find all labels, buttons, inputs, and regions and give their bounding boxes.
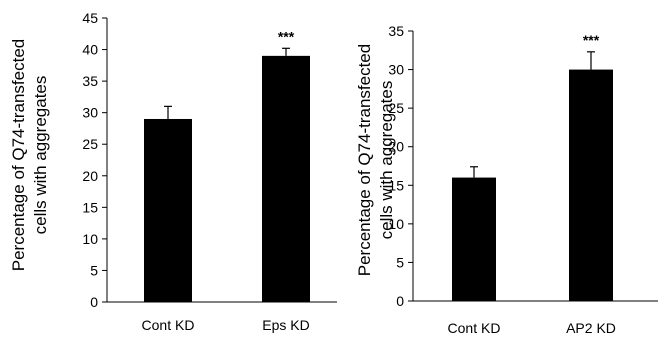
bar bbox=[452, 177, 496, 301]
y-tick-label: 25 bbox=[82, 136, 98, 152]
bar bbox=[569, 69, 613, 301]
y-axis-label: cells with aggregates bbox=[377, 81, 396, 240]
y-tick-label: 20 bbox=[82, 168, 98, 184]
y-tick-label: 5 bbox=[90, 262, 98, 278]
chart-panel-1: 0 5 10 15 20 25 30 35 40 45 Cont KD *** Eps KD Percen… bbox=[9, 10, 337, 333]
x-category-label: AP2 KD bbox=[566, 320, 616, 336]
y-tick-label: 30 bbox=[82, 105, 98, 121]
bar bbox=[262, 55, 310, 302]
y-tick-label: 25 bbox=[388, 100, 404, 116]
y-tick-label: 0 bbox=[90, 294, 98, 310]
significance-label: *** bbox=[278, 28, 295, 44]
y-axis-label: cells with aggregates bbox=[31, 76, 50, 235]
y-tick-label: 10 bbox=[82, 231, 98, 247]
x-category-label: Cont KD bbox=[448, 320, 501, 336]
significance-label: *** bbox=[583, 32, 600, 48]
y-tick-label: 10 bbox=[388, 216, 404, 232]
y-tick-label: 45 bbox=[82, 10, 98, 26]
y-tick-label: 15 bbox=[82, 199, 98, 215]
y-tick-label: 5 bbox=[396, 254, 404, 270]
y-tick-label: 35 bbox=[82, 73, 98, 89]
y-axis-label: Percentage of Q74-transfected bbox=[355, 44, 374, 276]
y-tick-label: 35 bbox=[388, 23, 404, 39]
bar bbox=[144, 118, 192, 302]
x-category-label: Cont KD bbox=[142, 317, 195, 333]
y-tick-label: 15 bbox=[388, 177, 404, 193]
y-tick-label: 40 bbox=[82, 42, 98, 58]
y-tick-label: 30 bbox=[388, 62, 404, 78]
x-category-label: Eps KD bbox=[262, 317, 309, 333]
y-tick-label: 0 bbox=[396, 293, 404, 309]
chart-panel-2: 0 5 10 15 20 25 30 35 Cont KD *** AP2 KD Percentage… bbox=[355, 23, 658, 336]
y-axis-label: Percentage of Q74-transfected bbox=[9, 39, 28, 271]
y-tick-label: 20 bbox=[388, 139, 404, 155]
